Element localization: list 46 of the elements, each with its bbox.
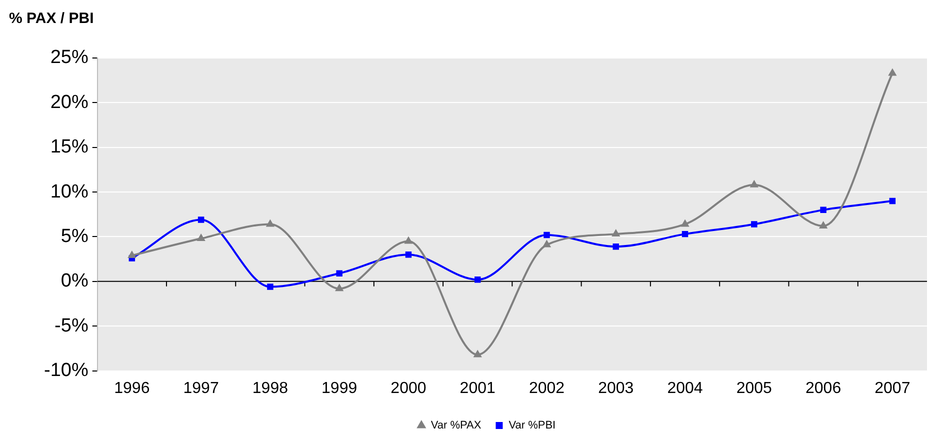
x-tick-label: 2005 [736,380,772,397]
y-tick-label: 0% [60,270,88,292]
point [888,69,896,76]
point [474,350,482,358]
point [198,216,204,223]
x-tick-label: 2007 [874,380,910,397]
point [197,234,205,242]
point [820,206,826,214]
point [750,180,758,188]
legend-label: Var %PAX [430,420,482,432]
y-tick-label: 25% [50,47,88,68]
point [405,251,412,258]
point [336,284,343,292]
point [612,243,620,250]
point [543,240,550,248]
point [128,252,136,258]
y-tick-label: 20% [50,92,88,113]
x-tick-label: 1996 [114,380,150,397]
y-tick-label: -5% [54,315,88,336]
x-tick-label: 2003 [598,380,634,397]
point [612,230,620,237]
point [266,220,274,227]
x-tick-label: 2002 [528,380,565,397]
x-tick-label: 1998 [252,380,288,397]
point [889,198,896,204]
chart-title: % PAX / PBI [9,10,94,27]
x-tick-label: 1997 [183,380,219,397]
point [336,270,342,277]
point [820,222,827,229]
point [404,237,412,244]
x-tick-label: 2000 [390,380,426,397]
point [682,230,688,238]
point [751,221,758,228]
point [544,232,550,238]
point [474,276,481,283]
x-tick-label: 2004 [667,380,703,397]
point [681,220,689,227]
y-tick-label: 5% [60,226,88,247]
x-tick-label: 2001 [460,380,496,397]
y-tick-label: 10% [50,181,88,202]
y-tick-label: 15% [50,136,88,158]
legend-label: Var %PBI [508,420,556,432]
y-tick-label: -10% [44,360,88,382]
x-tick-label: 2006 [805,380,842,397]
x-tick-label: 1999 [322,380,358,397]
point [267,284,274,290]
